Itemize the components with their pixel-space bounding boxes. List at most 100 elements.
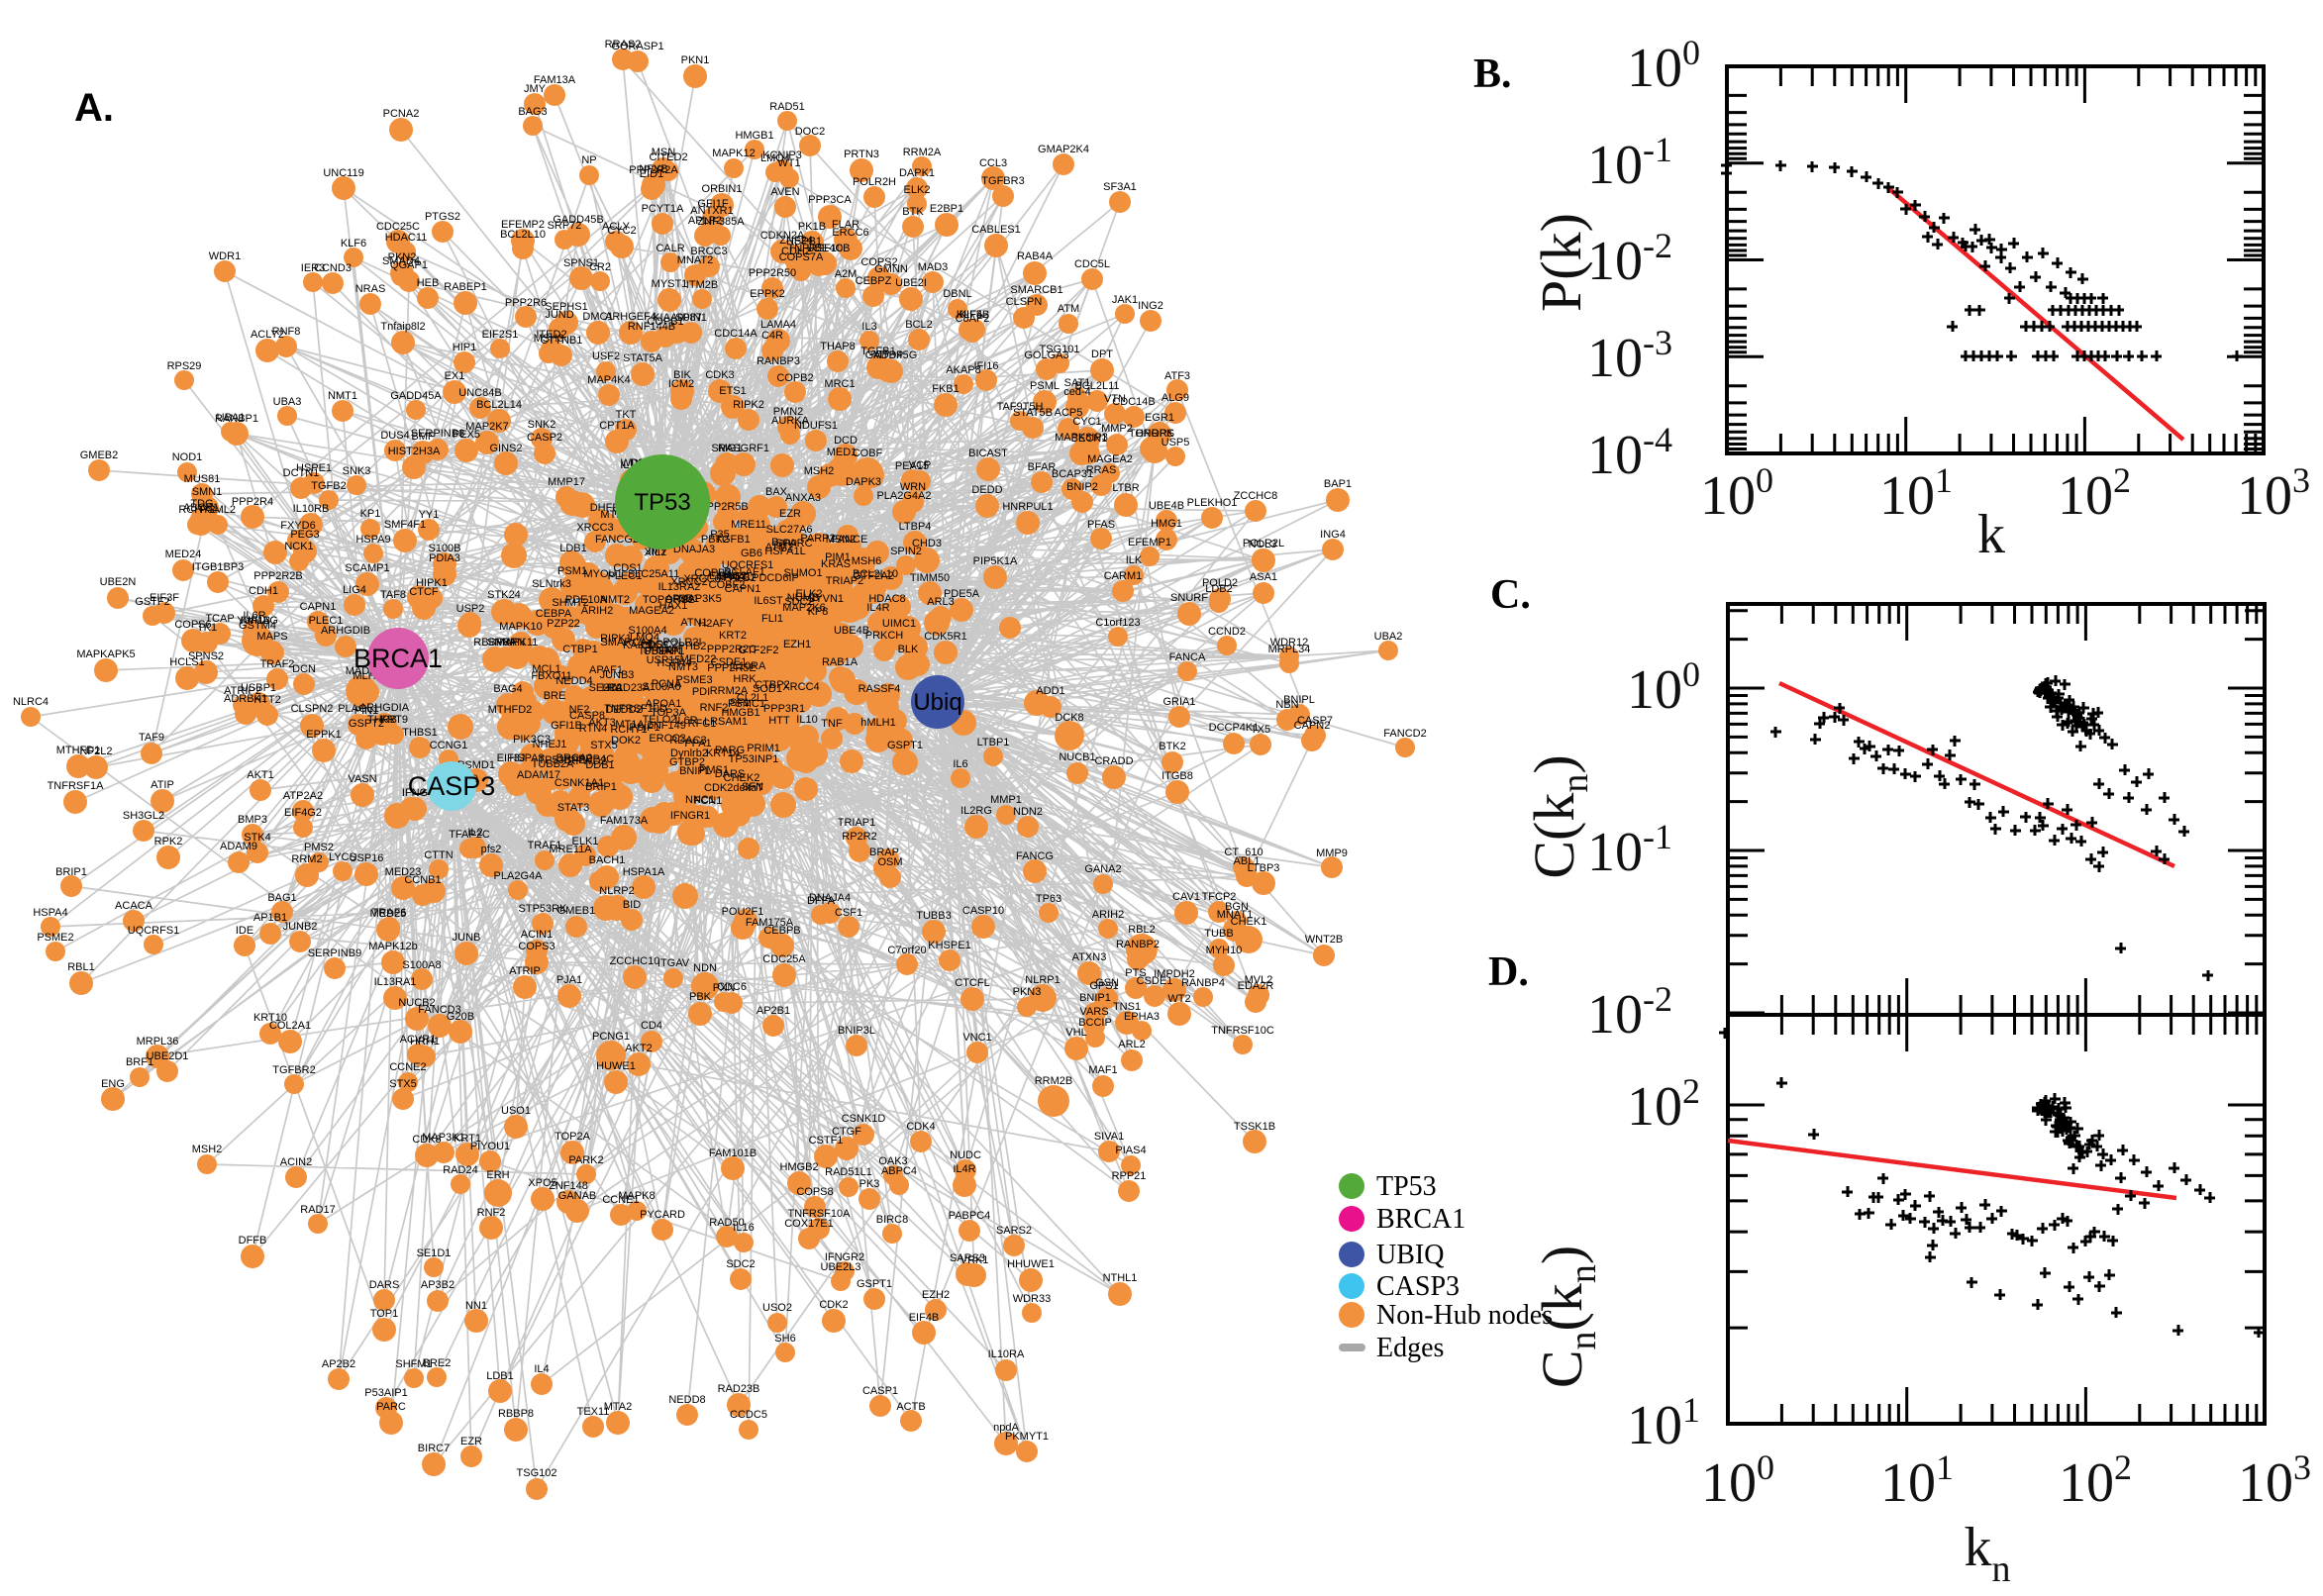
svg-text:XPO5: XPO5 xyxy=(528,1177,556,1189)
svg-text:RANBP3: RANBP3 xyxy=(757,355,800,367)
svg-text:ITGB8: ITGB8 xyxy=(1162,770,1193,782)
svg-text:NF2L2: NF2L2 xyxy=(79,746,112,757)
svg-text:PIM1: PIM1 xyxy=(825,551,851,563)
svg-text:ARHGDIA: ARHGDIA xyxy=(359,702,410,714)
svg-text:GSTF2: GSTF2 xyxy=(135,596,169,608)
svg-text:BAG3: BAG3 xyxy=(518,106,547,118)
svg-text:TNFRSF10B: TNFRSF10B xyxy=(788,243,851,254)
svg-text:FLAR: FLAR xyxy=(832,219,859,231)
svg-text:Non-Hub nodes: Non-Hub nodes xyxy=(1376,1300,1553,1331)
svg-text:BAP1: BAP1 xyxy=(1324,478,1352,490)
svg-text:HTT: HTT xyxy=(768,715,790,727)
svg-text:SUMO1: SUMO1 xyxy=(783,567,822,579)
svg-text:ACIN1: ACIN1 xyxy=(521,929,553,941)
svg-text:PKN3: PKN3 xyxy=(1013,986,1042,998)
svg-text:BIRC8: BIRC8 xyxy=(876,1214,908,1226)
svg-text:TOPORS2: TOPORS2 xyxy=(643,594,694,606)
svg-text:BRIP1: BRIP1 xyxy=(55,866,87,878)
svg-text:IFI16: IFI16 xyxy=(973,360,998,372)
svg-text:DARS: DARS xyxy=(369,1279,400,1291)
svg-text:COPB2: COPB2 xyxy=(776,372,813,384)
svg-text:ZNF149: ZNF149 xyxy=(647,720,686,732)
svg-text:10-4: 10-4 xyxy=(1587,420,1672,486)
svg-text:YY1: YY1 xyxy=(419,509,440,521)
svg-text:MRPL34: MRPL34 xyxy=(1268,644,1311,655)
svg-text:PKN2: PKN2 xyxy=(388,251,417,263)
svg-text:PSME2: PSME2 xyxy=(37,932,73,944)
svg-text:ZCCHC10: ZCCHC10 xyxy=(610,955,660,967)
svg-text:AP3B2: AP3B2 xyxy=(421,1279,454,1291)
svg-text:CHEK2: CHEK2 xyxy=(724,772,760,784)
svg-text:ZNF385A: ZNF385A xyxy=(697,216,745,228)
svg-text:PXN: PXN xyxy=(713,982,736,994)
svg-text:CT_610: CT_610 xyxy=(1224,847,1262,858)
svg-text:PSIP1: PSIP1 xyxy=(629,722,659,734)
svg-text:NDUFS1: NDUFS1 xyxy=(794,420,838,432)
svg-text:SEPHS1: SEPHS1 xyxy=(545,301,587,313)
svg-text:SPNS2: SPNS2 xyxy=(188,650,224,662)
svg-text:S100B: S100B xyxy=(428,543,460,554)
svg-text:AP1B1: AP1B1 xyxy=(253,912,287,924)
svg-text:BRE2: BRE2 xyxy=(423,1357,452,1369)
svg-text:MAP3K1: MAP3K1 xyxy=(422,1132,464,1144)
svg-text:GANAB: GANAB xyxy=(558,1190,597,1202)
svg-text:MVL2: MVL2 xyxy=(1245,974,1273,986)
svg-text:CTBP1: CTBP1 xyxy=(562,644,597,655)
svg-text:UBE4B: UBE4B xyxy=(1149,500,1184,512)
svg-text:TP53INP1: TP53INP1 xyxy=(729,753,779,765)
svg-text:ILK: ILK xyxy=(1126,554,1143,566)
svg-text:CDK3: CDK3 xyxy=(705,369,734,381)
svg-text:BICAST: BICAST xyxy=(968,448,1008,459)
svg-text:PLEKHO1: PLEKHO1 xyxy=(1187,497,1238,509)
svg-text:IL6R: IL6R xyxy=(674,715,697,727)
svg-text:IL13RA1: IL13RA1 xyxy=(374,976,417,988)
svg-text:PTS: PTS xyxy=(1125,967,1146,979)
svg-text:RP2R2: RP2R2 xyxy=(842,831,876,843)
svg-text:GADD45A: GADD45A xyxy=(390,390,442,402)
svg-text:ATXN3: ATXN3 xyxy=(1072,951,1107,963)
svg-text:CDC14A: CDC14A xyxy=(714,328,758,340)
svg-text:RRM2A: RRM2A xyxy=(903,147,942,158)
svg-text:RRM2: RRM2 xyxy=(291,853,322,865)
svg-text:NN1: NN1 xyxy=(465,1300,487,1312)
svg-text:HEB: HEB xyxy=(417,277,440,289)
svg-text:CDC5L: CDC5L xyxy=(1074,258,1110,270)
svg-text:HDAC11: HDAC11 xyxy=(385,232,428,244)
svg-text:HCLS1: HCLS1 xyxy=(169,656,204,668)
svg-text:RAD51L1: RAD51L1 xyxy=(825,1166,872,1178)
svg-text:TNF: TNF xyxy=(821,718,843,730)
svg-text:TP63: TP63 xyxy=(1036,893,1061,905)
svg-text:NOL3: NOL3 xyxy=(1249,539,1277,550)
svg-text:SMF4F1: SMF4F1 xyxy=(384,519,426,531)
svg-text:SDC2: SDC2 xyxy=(726,1258,755,1270)
svg-text:BNIPL: BNIPL xyxy=(679,765,711,777)
svg-text:TNFRSF10D: TNFRSF10D xyxy=(604,703,667,715)
svg-text:RNF2: RNF2 xyxy=(700,702,729,714)
svg-text:MYST1: MYST1 xyxy=(652,278,688,290)
svg-text:PSMC1: PSMC1 xyxy=(728,698,765,710)
svg-text:STX5: STX5 xyxy=(590,740,618,751)
svg-text:DCCP4K1: DCCP4K1 xyxy=(1209,722,1260,734)
svg-text:WRN: WRN xyxy=(900,481,926,493)
svg-text:IL6R: IL6R xyxy=(243,610,265,622)
svg-text:TGFB1: TGFB1 xyxy=(860,346,895,357)
svg-text:RPK2: RPK2 xyxy=(154,836,183,848)
svg-text:ELK2: ELK2 xyxy=(796,588,823,600)
svg-text:PMS2: PMS2 xyxy=(304,842,334,853)
svg-text:NMT3: NMT3 xyxy=(668,661,698,673)
svg-text:HSPA8: HSPA8 xyxy=(509,752,544,764)
svg-text:CSTF1: CSTF1 xyxy=(809,1135,844,1147)
svg-text:pfs2: pfs2 xyxy=(481,844,502,855)
svg-text:BAG4: BAG4 xyxy=(493,683,522,695)
svg-text:KRT14: KRT14 xyxy=(706,748,740,759)
svg-text:PFAS: PFAS xyxy=(1087,519,1115,531)
svg-text:PPP3R1: PPP3R1 xyxy=(763,703,805,715)
svg-text:AP3B1: AP3B1 xyxy=(665,593,699,605)
svg-text:DOC2: DOC2 xyxy=(795,126,826,138)
svg-text:SPIN1: SPIN1 xyxy=(675,312,707,324)
svg-text:TSG101: TSG101 xyxy=(1040,344,1080,355)
svg-text:COPB1: COPB1 xyxy=(647,316,683,328)
svg-text:RBL1: RBL1 xyxy=(67,961,95,973)
svg-text:HSPB1: HSPB1 xyxy=(786,236,822,248)
svg-text:SF3A1: SF3A1 xyxy=(1103,181,1137,193)
